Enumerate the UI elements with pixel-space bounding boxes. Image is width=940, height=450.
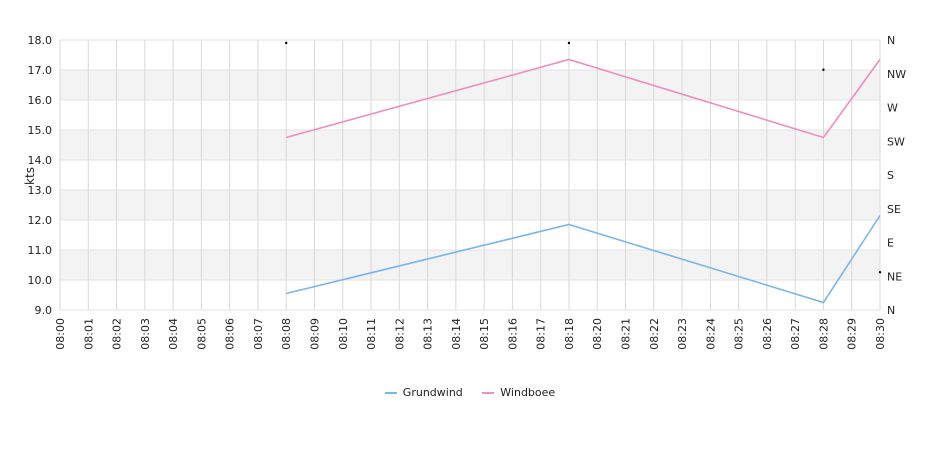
y-tick-label: 17.0 <box>28 64 53 77</box>
x-tick-label: 08:20 <box>591 318 604 350</box>
plot-band <box>60 130 880 160</box>
y-axis-ticks: 9.0 10.0 11.0 12.0 13.0 14.0 15.0 16.0 17.0 18.0 <box>28 34 53 317</box>
x-tick-label: 08:14 <box>450 318 463 350</box>
direction-tick-label: S <box>887 169 894 182</box>
x-tick-label: 08:23 <box>676 318 689 350</box>
legend-label-grundwind: Grundwind <box>402 386 463 399</box>
x-tick-label: 08:27 <box>789 318 802 350</box>
vertical-grid <box>59 40 881 310</box>
direction-markers <box>285 41 882 274</box>
x-tick-label: 08:07 <box>252 318 265 350</box>
plot-band <box>60 250 880 280</box>
y-tick-label: 15.0 <box>28 124 53 137</box>
x-tick-label: 08:05 <box>195 318 208 350</box>
y-tick-label: 16.0 <box>28 94 53 107</box>
x-axis-ticks: 08:00 08:01 08:02 08:03 08:04 08:05 08:06 08:07… <box>54 318 887 350</box>
horizontal-grid <box>60 39 880 311</box>
direction-marker <box>878 271 882 274</box>
y-tick-label: 11.0 <box>28 244 53 257</box>
direction-tick-label: NW <box>887 68 906 81</box>
plot-band <box>60 70 880 100</box>
direction-axis-ticks: N NE E SE S SW W NW N <box>887 34 906 317</box>
x-tick-label: 08:00 <box>54 318 67 350</box>
direction-tick-label: W <box>887 102 898 115</box>
direction-tick-label: SE <box>887 203 901 216</box>
y-tick-label: 13.0 <box>28 184 53 197</box>
legend-swatch-grundwind <box>384 392 397 394</box>
direction-tick-label: N <box>887 304 895 317</box>
x-tick-label: 08:01 <box>82 318 95 350</box>
y-tick-label: 18.0 <box>28 34 53 47</box>
x-tick-label: 08:09 <box>308 318 321 350</box>
y-tick-label: 12.0 <box>28 214 53 227</box>
series-line-windboee <box>285 58 881 139</box>
x-tick-label: 08:06 <box>224 318 237 350</box>
y-tick-label: 14.0 <box>28 154 53 167</box>
x-tick-label: 08:18 <box>563 318 576 350</box>
direction-tick-label: SW <box>887 135 905 148</box>
direction-tick-label: N <box>887 34 895 47</box>
x-tick-label: 08:16 <box>506 318 519 350</box>
legend-item-grundwind[interactable]: Grundwind <box>384 386 463 399</box>
x-tick-label: 08:29 <box>846 318 859 350</box>
legend: Grundwind Windboee <box>0 386 940 399</box>
direction-marker <box>285 41 288 45</box>
series-lines <box>285 58 881 304</box>
y-tick-label: 9.0 <box>35 304 53 317</box>
direction-tick-label: E <box>887 237 894 250</box>
y-axis-label: kts <box>23 167 37 185</box>
x-tick-label: 08:30 <box>874 318 887 350</box>
x-tick-label: 08:15 <box>478 318 491 350</box>
x-tick-label: 08:26 <box>761 318 774 350</box>
x-tick-label: 08:02 <box>111 318 124 350</box>
x-tick-label: 08:04 <box>167 318 180 350</box>
direction-tick-label: NE <box>887 270 902 283</box>
x-tick-label: 08:08 <box>280 318 293 350</box>
direction-marker <box>822 68 825 71</box>
y-tick-label: 10.0 <box>28 274 53 287</box>
x-tick-label: 08:21 <box>620 318 633 350</box>
direction-marker <box>567 41 571 45</box>
wind-chart: 9.010.011.012.013.014.015.016.017.018.0 … <box>23 34 906 350</box>
x-tick-label: 08:24 <box>704 318 717 350</box>
x-tick-label: 08:25 <box>733 318 746 350</box>
x-tick-label: 08:22 <box>648 318 661 350</box>
x-tick-label: 08:17 <box>535 318 548 350</box>
x-tick-label: 08:13 <box>422 318 435 350</box>
series-line-grundwind <box>286 215 881 304</box>
x-tick-label: 08:11 <box>365 318 378 350</box>
plot-bands <box>60 70 880 280</box>
legend-item-windboee[interactable]: Windboee <box>482 386 555 399</box>
plot-band <box>60 190 880 220</box>
x-tick-label: 08:28 <box>817 318 830 350</box>
legend-swatch-windboee <box>482 392 495 394</box>
x-tick-label: 08:03 <box>139 318 152 350</box>
x-tick-label: 08:10 <box>337 318 350 350</box>
x-tick-label: 08:12 <box>393 318 406 350</box>
legend-label-windboee: Windboee <box>500 386 556 399</box>
